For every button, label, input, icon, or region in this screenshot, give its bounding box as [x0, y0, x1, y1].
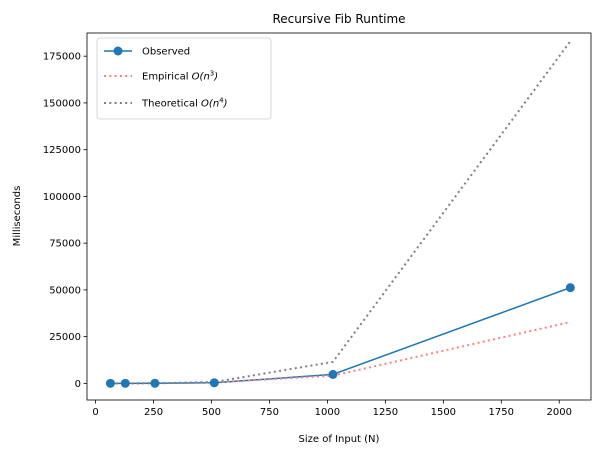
data-point-0 [328, 369, 338, 379]
plot-markers [105, 283, 575, 388]
legend-label-2: Theoretical O(n4) [141, 97, 228, 110]
data-point-0 [150, 378, 160, 388]
legend-marker [113, 46, 123, 56]
data-point-0 [120, 378, 130, 388]
legend: Observed Empirical O(n3) Theoretical O(n4) [96, 37, 272, 120]
y-tick-label: 50000 [49, 285, 81, 296]
data-point-0 [105, 378, 115, 388]
y-tick-label: 125000 [43, 145, 81, 156]
y-axis-ticks: 0 25000 50000 75000 100000 125000 150000 175000 [43, 52, 87, 390]
plot-frame [86, 32, 592, 401]
y-tick-label: 100000 [43, 192, 81, 203]
x-tick-label: 1250 [373, 407, 398, 418]
y-tick-label: 175000 [43, 52, 81, 63]
y-tick-label: 25000 [49, 332, 81, 343]
x-axis-label: Size of Input (N) [299, 434, 380, 445]
y-tick-label: 0 [75, 379, 81, 390]
y-axis-label: Milliseconds [12, 186, 23, 247]
x-axis-ticks: 0 250 500 750 1000 1250 1500 1750 2000 [92, 400, 572, 418]
x-tick-label: 1750 [489, 407, 514, 418]
legend-box [96, 37, 272, 120]
legend-label-1: Empirical O(n3) [142, 70, 218, 83]
chart-title: Recursive Fib Runtime [272, 12, 405, 26]
x-tick-label: 2000 [547, 407, 572, 418]
x-tick-label: 250 [144, 407, 163, 418]
y-tick-label: 75000 [49, 239, 81, 250]
x-tick-label: 1500 [431, 407, 456, 418]
x-tick-label: 0 [92, 407, 98, 418]
y-tick-label: 150000 [43, 98, 81, 109]
x-tick-label: 500 [202, 407, 221, 418]
x-tick-label: 750 [260, 407, 279, 418]
data-point-0 [209, 378, 219, 388]
data-point-0 [565, 283, 575, 293]
x-tick-label: 1000 [315, 407, 340, 418]
legend-label-0: Observed [142, 47, 190, 58]
